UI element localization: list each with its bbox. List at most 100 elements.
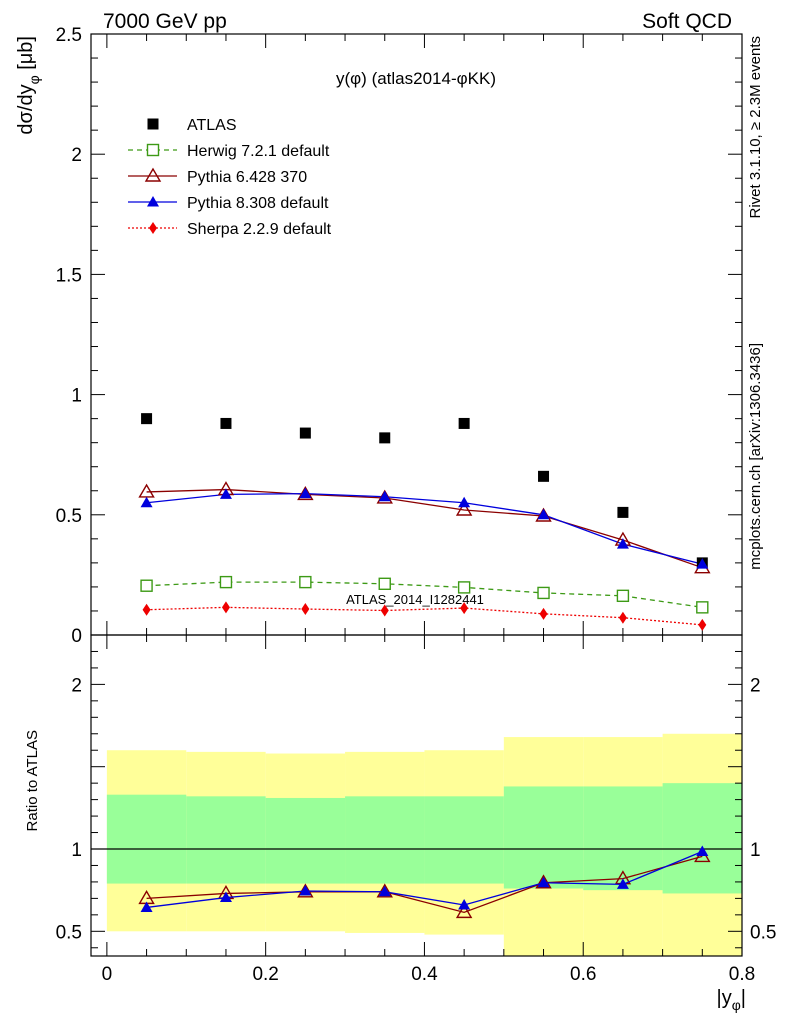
ratio-point-2 bbox=[376, 883, 393, 898]
ratio-band-green bbox=[662, 783, 742, 894]
data-point-4 bbox=[380, 604, 389, 617]
data-point-3 bbox=[616, 538, 629, 549]
data-point-0 bbox=[379, 432, 391, 444]
series-line-2 bbox=[146, 488, 703, 569]
data-point-0 bbox=[458, 417, 470, 429]
data-point-1 bbox=[299, 575, 312, 589]
series-line-1 bbox=[146, 581, 703, 608]
ratio-tick-label: 0.5 bbox=[56, 922, 82, 943]
legend-marker-1 bbox=[146, 143, 160, 157]
ratio-point-3 bbox=[378, 885, 391, 897]
y-axis-label: dσ/dyφ [μb] bbox=[15, 36, 42, 135]
ratio-point-3 bbox=[299, 884, 312, 896]
ratio-point-3 bbox=[537, 876, 550, 888]
legend-marker-0 bbox=[147, 118, 159, 130]
ratio-band-green bbox=[186, 796, 266, 884]
data-point-3 bbox=[299, 487, 312, 499]
x-tick-label: 0.4 bbox=[411, 964, 438, 985]
ratio-point-2 bbox=[535, 874, 552, 889]
legend-label-3: Pythia 8.308 default bbox=[187, 195, 329, 212]
header-right: Soft QCD bbox=[642, 10, 732, 33]
x-tick-label: 0.8 bbox=[729, 964, 755, 985]
ratio-point-3 bbox=[616, 878, 629, 889]
data-point-4 bbox=[460, 602, 469, 615]
x-axis-label: |yφ| bbox=[717, 987, 746, 1013]
data-point-1 bbox=[378, 577, 391, 590]
data-point-2 bbox=[297, 485, 314, 501]
mcplots-label: mcplots.cern.ch [arXiv:1306.3436] bbox=[747, 343, 764, 570]
data-point-4 bbox=[142, 603, 151, 616]
legend-marker-3 bbox=[147, 196, 159, 207]
legend-label-4: Sherpa 2.2.9 default bbox=[187, 221, 332, 238]
ratio-band-green bbox=[106, 794, 187, 884]
data-point-0 bbox=[299, 427, 311, 439]
data-point-1 bbox=[219, 575, 233, 589]
ratio-band-green bbox=[265, 797, 346, 884]
data-point-0 bbox=[141, 413, 153, 425]
legend-marker-4 bbox=[149, 222, 157, 234]
legend-label-1: Herwig 7.2.1 default bbox=[187, 143, 330, 160]
x-tick-label: 0.6 bbox=[570, 964, 596, 985]
data-point-1 bbox=[537, 586, 550, 600]
ratio-band-green bbox=[345, 796, 425, 884]
data-point-3 bbox=[537, 508, 550, 520]
chart-title: y(φ) (atlas2014-φKK) bbox=[336, 69, 496, 88]
x-axis-label-main: |y bbox=[717, 987, 732, 1009]
y-tick-label: 1.5 bbox=[56, 265, 82, 286]
data-point-3 bbox=[378, 490, 391, 502]
data-point-4 bbox=[301, 603, 310, 616]
data-point-0 bbox=[220, 417, 232, 429]
data-point-4 bbox=[698, 618, 707, 631]
x-tick-label: 0.2 bbox=[252, 964, 278, 985]
data-point-2 bbox=[455, 501, 473, 516]
data-point-0 bbox=[538, 470, 550, 482]
ratio-tick-label-right: 2 bbox=[750, 675, 761, 696]
y-axis-label-main: dσ/dy bbox=[15, 84, 37, 134]
data-point-3 bbox=[219, 488, 232, 499]
rivet-label: Rivet 3.1.10, ≥ 2.3M events bbox=[747, 36, 764, 219]
data-point-3 bbox=[140, 496, 153, 508]
ratio-point-2 bbox=[455, 903, 473, 919]
data-point-4 bbox=[221, 601, 230, 614]
ratio-axis-label: Ratio to ATLAS bbox=[24, 730, 41, 831]
data-point-2 bbox=[138, 483, 155, 498]
ratio-band-green bbox=[424, 796, 504, 884]
data-point-4 bbox=[539, 607, 548, 620]
x-axis-label-tail: | bbox=[741, 987, 746, 1009]
data-point-4 bbox=[618, 611, 627, 624]
data-point-1 bbox=[616, 589, 630, 603]
x-axis-label-sub: φ bbox=[732, 997, 741, 1013]
ratio-plot-frame bbox=[90, 634, 743, 957]
data-point-1 bbox=[457, 581, 471, 594]
data-point-1 bbox=[140, 579, 153, 592]
y-tick-label: 2.5 bbox=[56, 25, 82, 46]
ratio-point-3 bbox=[458, 898, 471, 910]
ratio-tick-label: 1 bbox=[71, 840, 82, 861]
x-tick-label: 0 bbox=[102, 964, 113, 985]
legend-label-0: ATLAS bbox=[187, 117, 237, 134]
y-axis-label-tail: [μb] bbox=[15, 36, 37, 75]
y-tick-label: 1 bbox=[71, 386, 82, 407]
legend-marker-2 bbox=[144, 167, 162, 182]
ratio-line-3 bbox=[146, 850, 703, 909]
ratio-point-3 bbox=[696, 845, 709, 856]
data-point-3 bbox=[696, 558, 709, 569]
y-tick-label: 2 bbox=[71, 145, 82, 166]
data-point-3 bbox=[458, 496, 471, 508]
y-tick-label: 0 bbox=[71, 626, 82, 647]
ratio-point-3 bbox=[140, 901, 153, 912]
ratio-band-green bbox=[503, 786, 584, 889]
ratio-tick-label-right: 1 bbox=[750, 840, 761, 861]
ratio-band-green bbox=[583, 786, 663, 891]
header-left: 7000 GeV pp bbox=[103, 10, 227, 33]
ratio-point-3 bbox=[219, 891, 232, 903]
series-line-3 bbox=[146, 492, 703, 565]
data-point-0 bbox=[617, 506, 629, 518]
watermark: ATLAS_2014_I1282441 bbox=[346, 592, 484, 607]
ratio-tick-label: 2 bbox=[71, 675, 82, 696]
legend-label-2: Pythia 6.428 370 bbox=[187, 169, 307, 186]
data-point-1 bbox=[696, 601, 709, 614]
y-tick-label: 0.5 bbox=[56, 506, 82, 527]
